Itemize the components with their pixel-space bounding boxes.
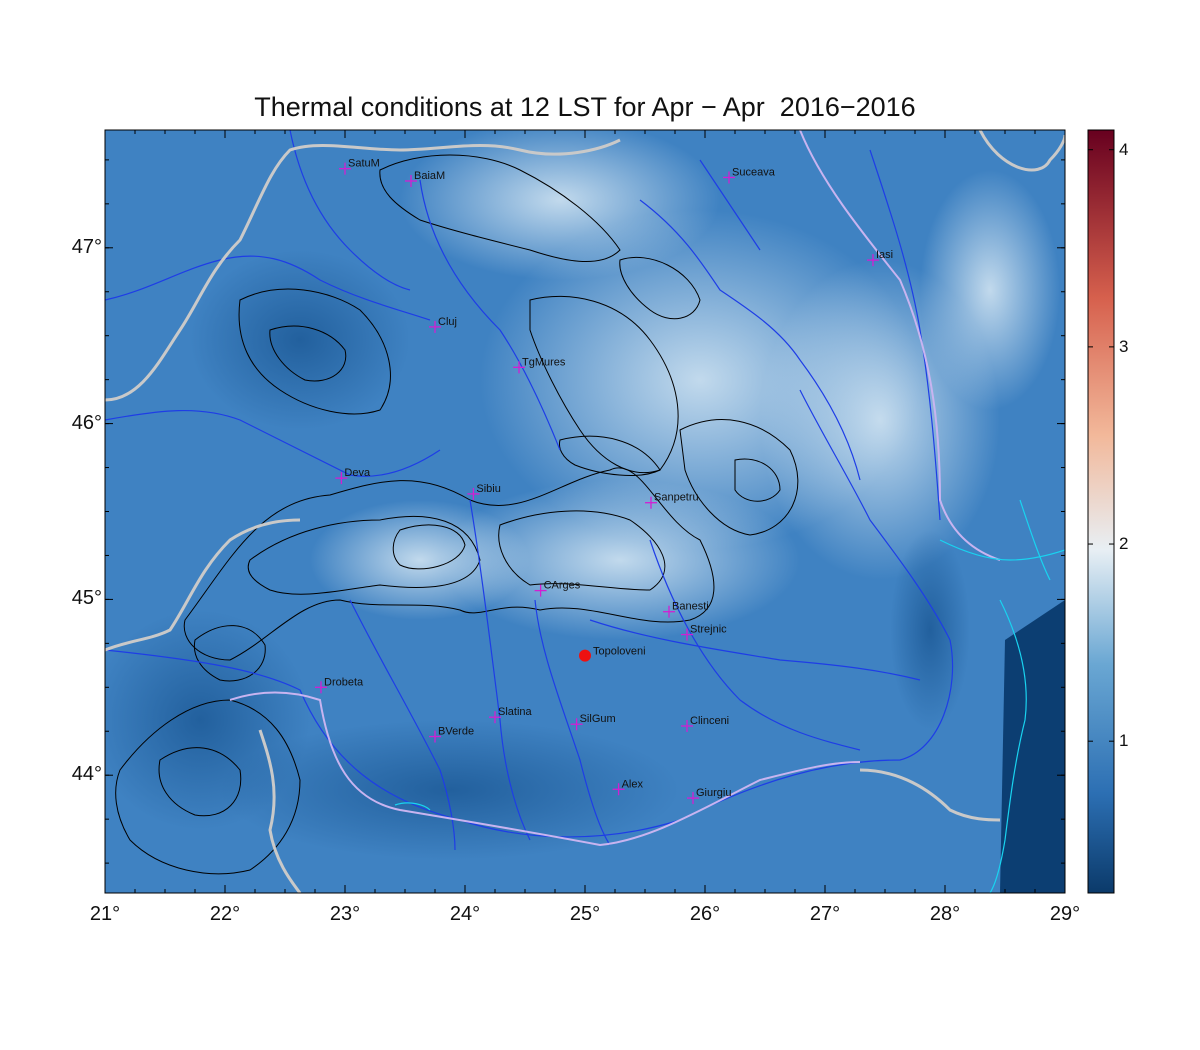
axis-ticks xyxy=(105,130,1065,893)
lon-tick-label: 29° xyxy=(1049,903,1081,925)
station-label: BVerde xyxy=(438,726,474,738)
station-label: Slatina xyxy=(498,706,533,718)
station-baiam[interactable]: BaiaM xyxy=(405,170,445,187)
station-carges[interactable]: CArges xyxy=(534,580,581,597)
station-sanpetru[interactable]: Sanpetru xyxy=(645,492,699,509)
lon-tick-label: 28° xyxy=(929,903,961,925)
lon-tick-label: 26° xyxy=(689,903,721,925)
station-label: Sanpetru xyxy=(654,492,699,504)
lon-tick-label: 25° xyxy=(569,903,601,925)
station-label: Sibiu xyxy=(476,483,500,495)
station-label: Topoloveni xyxy=(593,646,646,658)
station-label: Strejnic xyxy=(690,624,727,636)
station-label: Banesti xyxy=(672,601,709,613)
colorbar xyxy=(1087,129,1115,894)
lon-tick-label: 23° xyxy=(329,903,361,925)
station-alex[interactable]: Alex xyxy=(612,778,644,796)
colorbar-tick-label: 2 xyxy=(1119,534,1129,554)
station-label: Clinceni xyxy=(690,715,729,727)
station-strejnic[interactable]: Strejnic xyxy=(681,624,727,641)
station-label: Cluj xyxy=(438,316,457,328)
country-border xyxy=(105,130,1065,893)
station-tgmures[interactable]: TgMures xyxy=(513,356,566,374)
black-sea xyxy=(1000,600,1065,893)
station-cluj[interactable]: Cluj xyxy=(429,316,457,333)
station-label: SilGum xyxy=(580,713,616,725)
station-drobeta[interactable]: Drobeta xyxy=(315,676,364,694)
map-title: Thermal conditions at 12 LST for Apr − A… xyxy=(254,92,916,122)
station-giurgiu[interactable]: Giurgiu xyxy=(687,787,731,805)
station-label: SatuM xyxy=(348,158,380,170)
lon-tick-label: 21° xyxy=(89,903,121,925)
colorbar-tick-label: 3 xyxy=(1119,336,1129,356)
station-clinceni[interactable]: Clinceni xyxy=(681,715,729,732)
coastline xyxy=(394,499,1065,893)
lon-tick-label: 24° xyxy=(449,903,481,925)
station-label: BaiaM xyxy=(414,170,445,182)
station-label: Iasi xyxy=(876,249,893,261)
station-label: CArges xyxy=(544,580,581,592)
terrain-contours xyxy=(115,154,799,875)
lat-tick-label: 46° xyxy=(71,411,102,434)
lat-tick-label: 45° xyxy=(71,587,102,610)
colorbar-tick-label: 1 xyxy=(1119,731,1129,751)
station-label: Alex xyxy=(622,778,644,790)
station-silgum[interactable]: SilGum xyxy=(570,713,616,731)
station-bverde[interactable]: BVerde xyxy=(429,726,474,743)
station-label: Drobeta xyxy=(324,676,364,688)
map-frame xyxy=(104,129,1066,894)
lon-tick-label: 22° xyxy=(209,903,241,925)
station-label: Deva xyxy=(344,467,371,479)
station-label: TgMures xyxy=(522,356,566,368)
station-label: Giurgiu xyxy=(696,787,731,799)
station-satum[interactable]: SatuM xyxy=(339,158,380,175)
station-slatina[interactable]: Slatina xyxy=(489,706,533,724)
colorbar-tick-label: 4 xyxy=(1119,139,1129,159)
station-topoloveni[interactable]: Topoloveni xyxy=(579,646,646,662)
station-markers: SatuM BaiaM Suceava Iasi Cluj TgMures Deva Sibi… xyxy=(315,158,893,805)
highlight-marker xyxy=(579,649,591,662)
lon-tick-label: 27° xyxy=(809,903,841,925)
station-deva[interactable]: Deva xyxy=(335,467,371,485)
station-label: Suceava xyxy=(732,166,776,178)
station-suceava[interactable]: Suceava xyxy=(723,166,776,184)
station-sibiu[interactable]: Sibiu xyxy=(467,483,501,500)
station-banesti[interactable]: Banesti xyxy=(663,601,709,618)
station-iasi[interactable]: Iasi xyxy=(867,249,893,267)
colorbar-gradient xyxy=(1087,129,1115,894)
map-panel: SatuM BaiaM Suceava Iasi Cluj TgMures Deva Sibi… xyxy=(105,130,1065,893)
lat-tick-label: 47° xyxy=(71,235,102,258)
lat-tick-label: 44° xyxy=(71,763,102,786)
